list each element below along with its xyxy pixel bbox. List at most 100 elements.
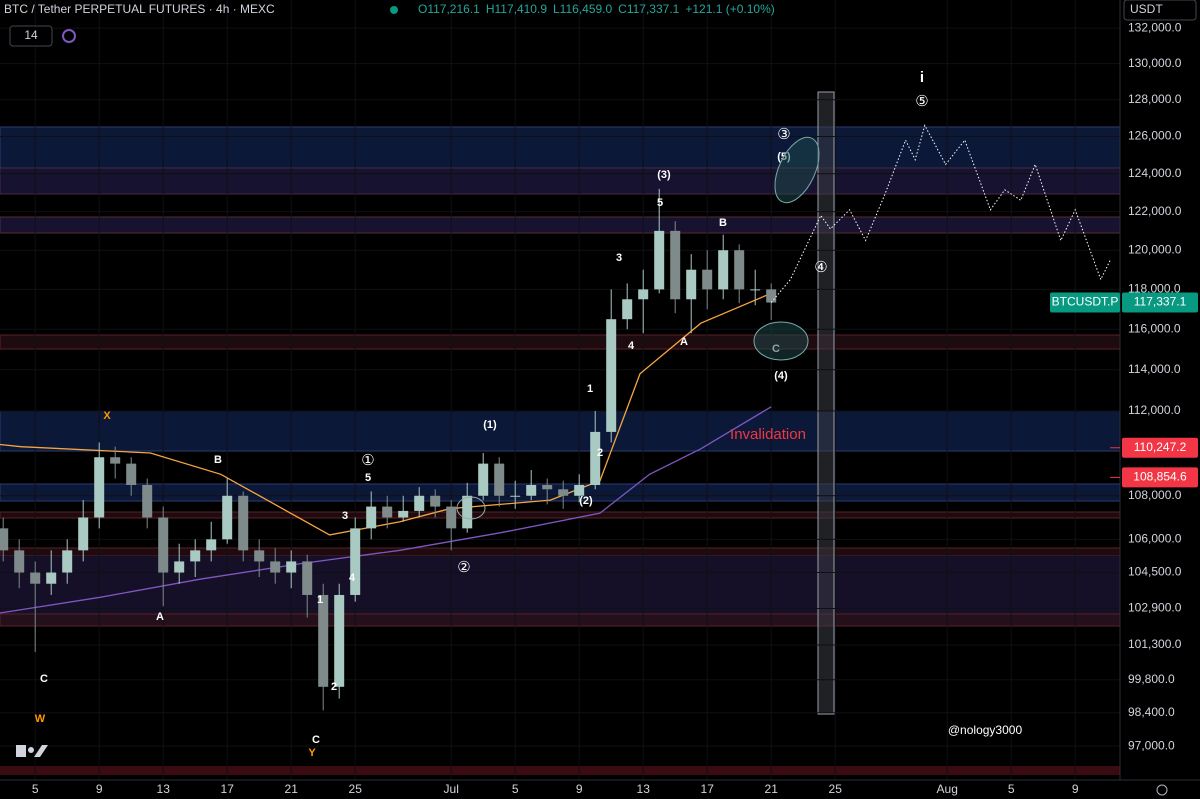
- candle-body: [638, 289, 649, 300]
- y-tick-label: 104,500.0: [1128, 565, 1182, 579]
- zone: [0, 556, 1120, 614]
- candle-body: [14, 550, 25, 573]
- zone: [0, 410, 1121, 452]
- candle-body: [462, 495, 473, 529]
- x-tick-label: 21: [765, 782, 779, 796]
- x-tick-label: 21: [285, 782, 299, 796]
- wave-label: ④: [814, 259, 827, 276]
- candle-body: [126, 463, 137, 485]
- price-tag: [1122, 292, 1198, 313]
- highlights: [456, 136, 820, 520]
- y-tick-label: 126,000.0: [1128, 129, 1182, 143]
- candle-body: [110, 457, 121, 464]
- candle-body: [478, 463, 489, 496]
- y-tick-label: 122,000.0: [1128, 204, 1182, 218]
- logo-part: [16, 745, 26, 757]
- ticker-tag: [1050, 292, 1120, 313]
- y-tick-label: 101,300.0: [1128, 637, 1182, 651]
- watermark: @nology3000: [948, 723, 1023, 737]
- candle-body: [62, 550, 73, 573]
- price-tag-label: 117,337.1: [1134, 295, 1187, 309]
- x-tick-label: 5: [1008, 782, 1015, 796]
- wave-label: Invalidation: [730, 426, 806, 443]
- candle-body: [654, 230, 665, 290]
- candle-body: [78, 517, 89, 551]
- x-tick-label: Jul: [444, 782, 459, 796]
- x-tick-label: 17: [701, 782, 715, 796]
- candle-body: [686, 269, 697, 300]
- axes: 132,000.0 130,000.0 128,000.0 126,000.0 124,…: [32, 20, 1198, 796]
- zone: [0, 126, 1121, 169]
- currency-box[interactable]: [1123, 0, 1197, 21]
- wave-label: X: [103, 410, 111, 422]
- candle-body: [206, 539, 217, 551]
- wave-label: 4: [349, 572, 356, 584]
- y-tick-label: 99,800.0: [1128, 672, 1175, 686]
- candle-body: [606, 319, 617, 432]
- wave-label: 5: [657, 197, 663, 209]
- candle-body: [142, 484, 153, 518]
- x-tick-label: 13: [637, 782, 651, 796]
- indicator-box[interactable]: [9, 25, 53, 47]
- wave-label: A: [680, 336, 688, 348]
- y-tick-label: 108,000.0: [1128, 488, 1182, 502]
- x-tick-label: 9: [1072, 782, 1079, 796]
- wave-label: (1): [483, 419, 497, 431]
- ticker-label: BTCUSDT.P: [1052, 295, 1119, 309]
- wave-label: (3): [657, 169, 671, 181]
- candle-body: [158, 517, 169, 573]
- indicator-icon[interactable]: [62, 29, 76, 43]
- y-tick-label: 128,000.0: [1128, 92, 1182, 106]
- moving-average: [0, 406, 772, 614]
- y-tick-label: 102,900.0: [1128, 601, 1182, 615]
- candle-body: [222, 495, 233, 540]
- status-dot: [390, 6, 398, 14]
- y-tick-label: 132,000.0: [1128, 20, 1182, 34]
- currency: USDT: [1130, 2, 1163, 16]
- candle-body: [286, 561, 297, 573]
- y-tick-label: 106,000.0: [1128, 531, 1182, 545]
- chart-title: BTC / Tether PERPETUAL FUTURES · 4h · ME…: [4, 2, 275, 16]
- y-tick-label: 98,400.0: [1128, 705, 1175, 719]
- time-marker: [817, 91, 835, 715]
- ohlc: O117,216.1 H117,410.9 L116,459.0 C117,337.1…: [418, 2, 775, 16]
- x-tick-label: 9: [96, 782, 103, 796]
- candle-body: [334, 594, 345, 687]
- wave-label: 5: [365, 472, 371, 484]
- wave-label: C: [40, 673, 48, 685]
- candle-body: [494, 463, 505, 496]
- candle-body: [510, 495, 521, 497]
- candle-body: [542, 484, 553, 490]
- y-tick-label: 116,000.0: [1128, 321, 1181, 335]
- y-tick-label: 124,000.0: [1128, 166, 1182, 180]
- x-tick-label: 5: [32, 782, 39, 796]
- wave-label: 2: [331, 681, 337, 693]
- y-tick-label: 130,000.0: [1128, 56, 1182, 70]
- wave-label: C: [312, 734, 320, 746]
- price-tag: [1122, 437, 1198, 458]
- candle-body: [0, 528, 9, 551]
- wave-label: 2: [597, 447, 603, 459]
- candle-body: [270, 561, 281, 573]
- wave-label: ③: [777, 126, 790, 143]
- y-tick-label: 114,000.0: [1128, 362, 1181, 376]
- zone: [0, 167, 1121, 195]
- wave-label: i: [920, 69, 924, 86]
- wave-label: 1: [587, 383, 593, 395]
- x-tick-label: 9: [576, 782, 583, 796]
- zone: [0, 613, 1121, 627]
- zone: [0, 766, 1120, 775]
- candle-body: [574, 484, 585, 496]
- candle-body: [718, 250, 729, 290]
- candle-body: [398, 510, 409, 518]
- wave-label: B: [214, 454, 222, 466]
- candle-body: [350, 528, 361, 595]
- candle-body: [414, 495, 425, 511]
- price-tag: [1122, 467, 1198, 488]
- zones: [0, 91, 1121, 775]
- settings-icon[interactable]: [1156, 784, 1168, 796]
- price-tag-label: 110,247.2: [1134, 440, 1187, 454]
- zone: [0, 216, 1121, 234]
- candle-body: [734, 250, 745, 290]
- logo-part: [34, 745, 48, 757]
